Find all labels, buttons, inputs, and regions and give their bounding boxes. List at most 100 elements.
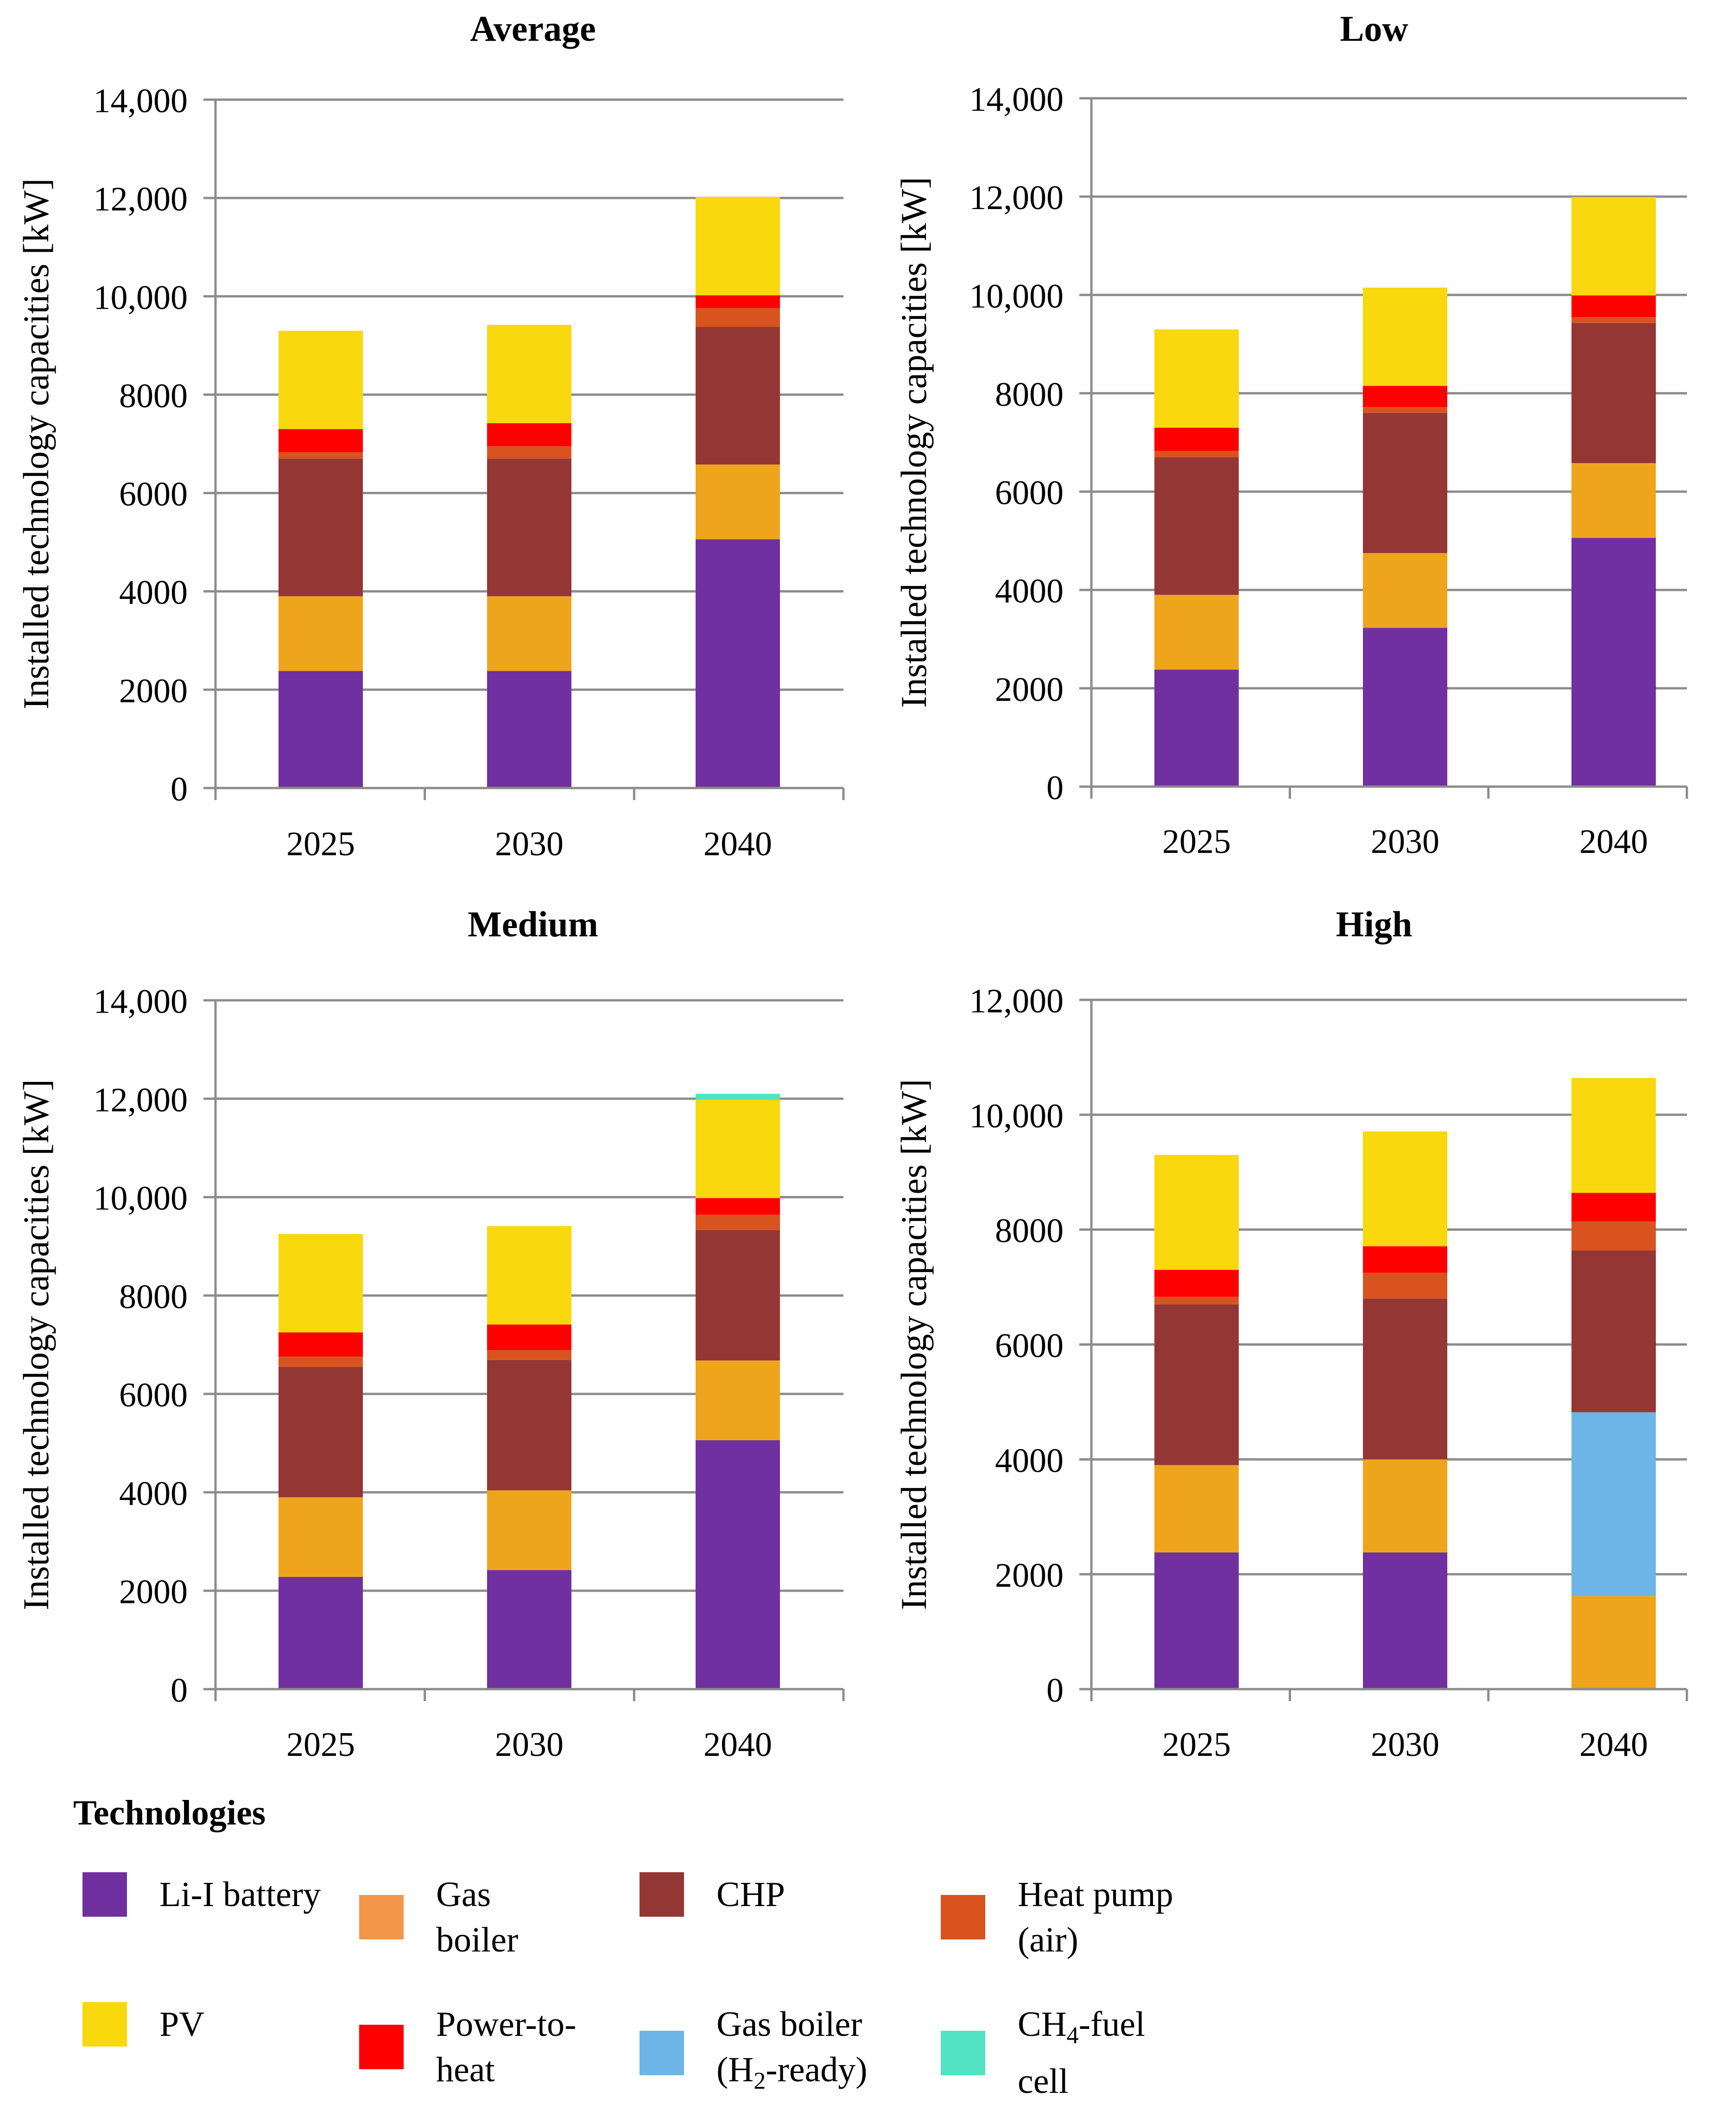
bar-pv-2025: [279, 1234, 363, 1333]
bar-gas-boiler-2025: [1154, 595, 1239, 670]
bar-li-i-battery-2030: [1363, 628, 1447, 787]
bar-pv-2040: [696, 197, 780, 296]
bar-li-i-battery-2030: [1363, 1552, 1447, 1689]
bar-li-i-battery-2030: [487, 1570, 571, 1689]
chart-title: Low: [1340, 8, 1408, 49]
x-tick-label: 2030: [495, 825, 564, 863]
chart-title: Average: [470, 8, 596, 49]
bar-power-to-heat-2040: [696, 295, 780, 308]
chart-title: High: [1336, 904, 1413, 944]
y-tick-label: 14,000: [969, 81, 1064, 119]
y-tick-label: 0: [171, 1672, 188, 1710]
bar-power-to-heat-2040: [1571, 1193, 1656, 1222]
x-tick-label: 2025: [1162, 823, 1231, 861]
bar-chp-2040: [696, 1230, 780, 1360]
bar-power-to-heat-2030: [487, 423, 571, 446]
bar-gas-boiler-2030: [1363, 1459, 1447, 1553]
bar-gas-boiler-2025: [279, 1497, 363, 1577]
bar-li-i-battery-2025: [1154, 1552, 1239, 1689]
x-tick-label: 2040: [703, 825, 772, 863]
bar-pv-2040: [1571, 197, 1656, 296]
bar-pv-2040: [696, 1100, 780, 1198]
y-axis-label: Installed technology capacities [kW]: [16, 1079, 56, 1610]
bar-pv-2040: [1571, 1078, 1656, 1193]
bar-li-i-battery-2030: [487, 671, 571, 788]
bar-power-to-heat-2025: [279, 429, 363, 452]
y-tick-label: 12,000: [94, 1081, 188, 1119]
chart-low: 0 2000 4000 6000 8000 10,000 12,000 14,000 2025 2…: [893, 8, 1688, 861]
x-tick-label: 2030: [1371, 1726, 1439, 1764]
bar-li-i-battery-2025: [279, 671, 363, 788]
bar-pv-2025: [279, 331, 363, 429]
y-tick-label: 0: [1046, 1672, 1064, 1710]
bar-gas-boiler-h2-ready--2040: [1571, 1412, 1656, 1596]
y-axis-label: Installed technology capacities [kW]: [893, 177, 934, 708]
bar-ch4-fuel-cell-2040: [696, 1093, 780, 1100]
x-tick-label: 2025: [286, 1726, 355, 1764]
bar-gas-boiler-2040: [1571, 463, 1656, 538]
bar-gas-boiler-2025: [279, 596, 363, 671]
bar-chp-2030: [1363, 413, 1447, 553]
y-tick-label: 10,000: [94, 1180, 188, 1218]
bar-chp-2025: [279, 1367, 363, 1498]
bar-gas-boiler-2030: [1363, 553, 1447, 628]
bar-gas-boiler-2040: [696, 464, 780, 540]
y-tick-label: 8000: [995, 375, 1064, 413]
bar-power-to-heat-2040: [696, 1198, 780, 1215]
y-tick-label: 2000: [119, 672, 188, 710]
bar-li-i-battery-2025: [279, 1576, 363, 1689]
y-tick-label: 12,000: [94, 180, 188, 218]
x-tick-label: 2040: [1579, 1726, 1648, 1764]
y-tick-label: 4000: [119, 574, 188, 612]
bar-heat-pump-air--2025: [279, 452, 363, 459]
bar-heat-pump-air--2030: [1363, 1272, 1447, 1299]
bar-chp-2025: [279, 458, 363, 597]
y-axis-label: Installed technology capacities [kW]: [893, 1079, 934, 1610]
y-tick-label: 2000: [995, 671, 1064, 709]
bar-chp-2030: [487, 458, 571, 597]
bar-gas-boiler-2030: [487, 596, 571, 671]
bar-heat-pump-air--2030: [487, 446, 571, 459]
y-tick-label: 0: [1046, 769, 1064, 807]
bar-heat-pump-air--2030: [1363, 407, 1447, 413]
y-tick-label: 4000: [119, 1475, 188, 1513]
y-tick-label: 8000: [119, 1278, 188, 1316]
y-axis-label: Installed technology capacities [kW]: [16, 178, 56, 710]
x-tick-label: 2030: [1371, 823, 1439, 861]
y-tick-label: 8000: [119, 377, 188, 415]
bar-li-i-battery-2040: [696, 539, 780, 788]
y-tick-label: 2000: [119, 1573, 188, 1611]
bar-chp-2025: [1154, 457, 1239, 595]
y-tick-label: 14,000: [94, 82, 188, 120]
bar-pv-2025: [1154, 1155, 1239, 1270]
bar-power-to-heat-2025: [1154, 427, 1239, 451]
x-tick-label: 2025: [1162, 1726, 1231, 1764]
bar-heat-pump-air--2040: [696, 308, 780, 327]
y-tick-label: 12,000: [969, 982, 1064, 1020]
bar-power-to-heat-2040: [1571, 295, 1656, 318]
bar-power-to-heat-2025: [1154, 1270, 1239, 1297]
bar-pv-2030: [1363, 1131, 1447, 1246]
bar-pv-2030: [487, 324, 571, 423]
bar-heat-pump-air--2025: [1154, 1297, 1239, 1304]
y-tick-label: 6000: [995, 474, 1064, 512]
y-tick-label: 8000: [995, 1212, 1064, 1250]
y-tick-label: 14,000: [94, 983, 188, 1021]
x-tick-label: 2030: [495, 1726, 564, 1764]
bar-chp-2040: [1571, 323, 1656, 464]
x-tick-label: 2025: [286, 825, 355, 863]
y-tick-label: 0: [171, 770, 188, 808]
y-tick-label: 6000: [995, 1327, 1064, 1365]
bar-power-to-heat-2030: [1363, 386, 1447, 407]
y-tick-label: 12,000: [969, 179, 1064, 217]
chart-title: Medium: [468, 904, 598, 944]
y-tick-label: 10,000: [94, 279, 188, 317]
bar-heat-pump-air--2025: [1154, 451, 1239, 458]
bar-chp-2030: [487, 1360, 571, 1491]
x-tick-label: 2040: [1579, 823, 1648, 861]
bar-chp-2040: [1571, 1250, 1656, 1412]
bar-gas-boiler-2040: [696, 1360, 780, 1440]
bar-pv-2030: [487, 1226, 571, 1325]
y-tick-label: 4000: [995, 572, 1064, 610]
